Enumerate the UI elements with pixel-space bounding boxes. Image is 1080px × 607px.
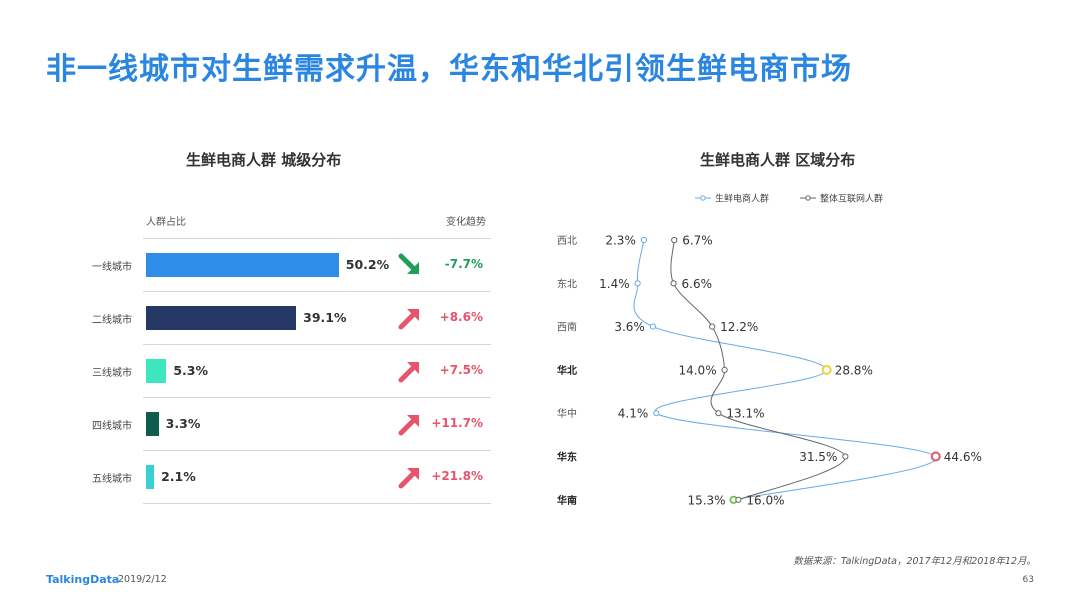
fresh-data-point	[930, 451, 941, 462]
trend-value-label: +11.7%	[431, 416, 483, 430]
trend-up-arrow-icon	[398, 412, 422, 436]
tier-header-trend: 变化趋势	[446, 217, 486, 228]
fresh-value-label: 15.3%	[687, 493, 725, 507]
fresh-value-label: 28.8%	[835, 363, 873, 377]
tier-label: 五线城市	[92, 474, 132, 485]
fresh-value-label: 3.6%	[614, 320, 645, 334]
overall-value-label: 12.2%	[720, 320, 758, 334]
legend-marker	[700, 195, 706, 201]
region-category-label: 华北	[557, 364, 577, 377]
fresh-data-point	[649, 323, 656, 330]
tier-header-share: 人群占比	[146, 217, 186, 228]
trend-value-label: +7.5%	[439, 363, 483, 377]
overall-value-label: 13.1%	[726, 407, 764, 421]
page-title: 非一线城市对生鲜需求升温，华东和华北引领生鲜电商市场	[46, 52, 852, 87]
tier-bar	[146, 306, 297, 330]
region-category-label: 西北	[557, 235, 577, 247]
fresh-value-label: 1.4%	[599, 277, 630, 291]
trend-value-label: +8.6%	[439, 310, 483, 324]
row-divider	[143, 290, 491, 292]
row-divider	[143, 502, 491, 504]
row-divider	[143, 396, 491, 398]
overall-data-point	[721, 366, 728, 373]
fresh-data-point	[821, 364, 832, 375]
tier-value-label: 50.2%	[345, 257, 390, 272]
fresh-data-point	[640, 236, 647, 244]
tier-chart-title: 生鲜电商人群 城级分布	[186, 151, 342, 169]
tier-value-label: 5.3%	[173, 363, 209, 378]
overall-value-label: 14.0%	[678, 363, 716, 377]
tier-bar	[146, 359, 167, 383]
overall-data-point	[842, 453, 849, 460]
trend-value-label: -7.7%	[444, 257, 483, 271]
legend-label: 整体互联网人群	[820, 193, 883, 205]
region-category-label: 华南	[557, 494, 577, 507]
tier-value-label: 2.1%	[161, 469, 196, 484]
region-chart-title: 生鲜电商人群 区域分布	[700, 151, 856, 169]
trend-up-arrow-icon	[398, 306, 422, 330]
tier-bar	[146, 412, 159, 436]
tier-value-label: 39.1%	[303, 310, 347, 325]
tier-label: 四线城市	[92, 421, 132, 432]
overall-value-label: 31.5%	[799, 450, 837, 464]
legend-marker	[805, 195, 811, 201]
overall-value-label: 6.6%	[682, 277, 713, 291]
legend-label: 生鲜电商人群	[715, 193, 769, 205]
region-category-label: 华中	[557, 407, 577, 420]
overall-data-point	[735, 496, 742, 503]
overall-data-point	[670, 280, 677, 287]
tier-bar	[146, 253, 339, 277]
brand-logo: TalkingData	[46, 573, 120, 586]
fresh-value-label: 2.3%	[605, 234, 636, 248]
overall-value-label: 6.7%	[682, 234, 713, 248]
overall-internet-line	[670, 239, 846, 501]
fresh-value-label: 4.1%	[618, 407, 649, 421]
fresh-value-label: 44.6%	[944, 450, 982, 464]
footer-date: 2019/2/12	[118, 574, 167, 585]
fresh-data-point	[653, 410, 660, 417]
tier-bar	[146, 465, 155, 489]
tier-label: 三线城市	[92, 368, 132, 379]
overall-data-point	[671, 236, 678, 244]
tier-label: 一线城市	[92, 262, 132, 273]
row-divider	[143, 237, 491, 239]
page-number: 63	[1022, 575, 1034, 585]
trend-down-arrow-icon	[398, 253, 422, 277]
fresh-data-point	[634, 280, 641, 287]
tier-label: 二线城市	[92, 315, 132, 326]
data-source-note: 数据来源：TalkingData，2017年12月和2018年12月。	[793, 556, 1036, 567]
trend-up-arrow-icon	[398, 465, 422, 489]
trend-up-arrow-icon	[398, 359, 422, 383]
region-category-label: 东北	[557, 277, 577, 290]
row-divider	[143, 449, 491, 451]
tier-value-label: 3.3%	[165, 416, 201, 431]
overall-value-label: 16.0%	[746, 493, 784, 507]
overall-data-point	[709, 323, 716, 330]
row-divider	[143, 343, 491, 345]
overall-data-point	[715, 410, 722, 417]
region-category-label: 华东	[557, 451, 577, 464]
region-category-label: 西南	[557, 321, 577, 334]
trend-value-label: +21.8%	[431, 469, 483, 483]
